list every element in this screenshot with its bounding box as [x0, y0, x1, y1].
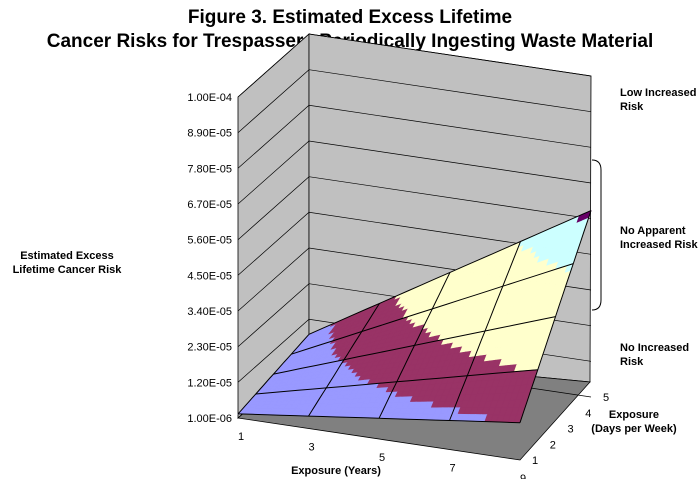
z-tick-label: 8.90E-05 [187, 128, 232, 140]
z-tick-label: 2.30E-05 [187, 342, 232, 354]
y-tick-label: 5 [603, 392, 609, 404]
x-tick-label: 9 [520, 473, 526, 479]
surface-mesh [237, 210, 592, 424]
mesh-line-y-2 [255, 369, 538, 395]
y-tick-label: 3 [568, 424, 574, 436]
mesh-line-y-4 [291, 263, 574, 355]
z-tick-label: 1.20E-05 [187, 377, 232, 389]
z-gridline-6 [237, 140, 592, 205]
annotation-low-increased-line1: Low Increased [620, 87, 696, 99]
annotation-no-apparent-line1: No Apparent [620, 225, 686, 237]
z-tick-label: 5.60E-05 [187, 235, 232, 247]
y-axis-label-line1: Exposure [609, 409, 659, 421]
z-gridline-4 [237, 211, 592, 276]
z-tick-label: 7.80E-05 [187, 163, 232, 175]
x-tick-label: 5 [379, 452, 385, 464]
mesh-line-y-3 [273, 316, 556, 375]
mesh-line-y-5 [308, 210, 592, 335]
y-tick-label: 2 [550, 439, 556, 451]
chart-title: Figure 3. Estimated Excess Lifetime [188, 7, 512, 28]
annotation-no-apparent-line2: Increased Risk [620, 239, 699, 251]
z-gridline-5 [237, 176, 592, 240]
z-axis-label-line2: Lifetime Cancer Risk [13, 264, 123, 276]
annotation-no-increased-line2: Risk [620, 356, 644, 368]
y-axis-label-line2: (Days per Week) [591, 423, 677, 435]
z-gridline-8 [237, 69, 592, 133]
x-tick-label: 3 [308, 442, 314, 454]
z-gridline-7 [237, 104, 592, 169]
x-tick-label: 7 [449, 463, 455, 475]
x-tick-label: 1 [238, 431, 244, 443]
z-tick-label: 4.50E-05 [187, 270, 232, 282]
z-tick-label: 1.00E-06 [187, 413, 232, 425]
annotation-no-increased-line1: No Increased [620, 342, 689, 354]
no-apparent-risk-bracket [591, 159, 602, 311]
z-tick-label: 1.00E-04 [187, 92, 232, 104]
z-axis-label-line1: Estimated Excess [20, 250, 114, 262]
z-gridline-9 [237, 33, 592, 98]
z-tick-label: 3.40E-05 [187, 306, 232, 318]
z-tick-label: 6.70E-05 [187, 199, 232, 211]
x-axis-label: Exposure (Years) [291, 465, 381, 477]
mesh-line-y-1 [237, 413, 521, 424]
z-tick-labels: 1.00E-06 1.20E-05 2.30E-05 3.40E-05 4.50E-05… [187, 92, 232, 425]
y-tick-label: 1 [532, 455, 538, 467]
x-tick-labels: 1 3 5 7 9 [238, 431, 526, 479]
annotation-low-increased-line2: Risk [620, 101, 644, 113]
y-tick-label: 4 [585, 408, 591, 420]
